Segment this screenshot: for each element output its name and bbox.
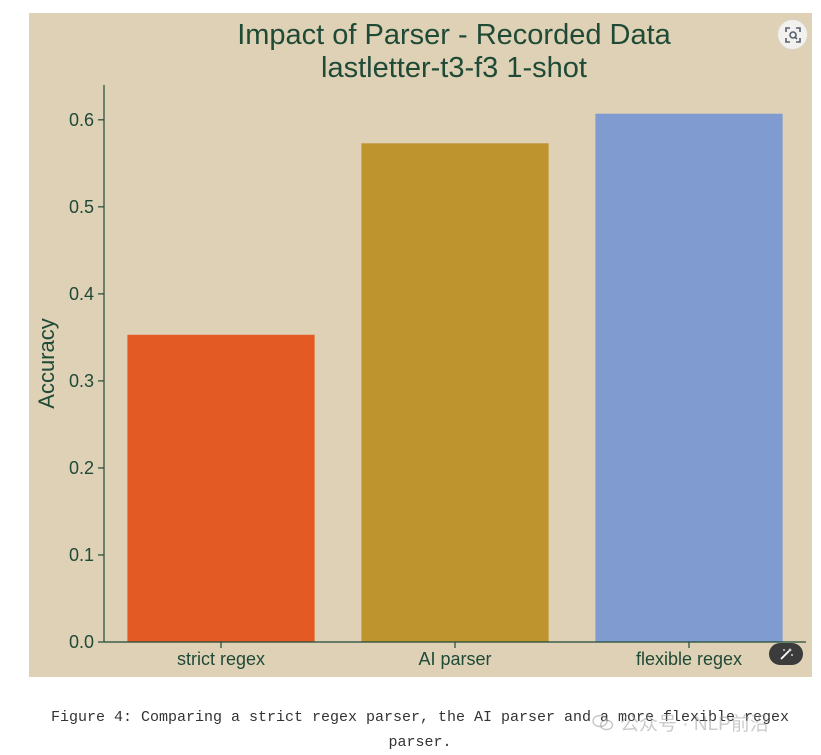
bar-flexible-regex <box>595 113 783 642</box>
chart-title: Impact of Parser - Recorded Data <box>237 19 671 51</box>
y-axis-label: Accuracy <box>34 318 59 408</box>
bar-strict-regex <box>127 334 315 642</box>
bar-chart: Impact of Parser - Recorded Data lastlet… <box>29 13 812 677</box>
chart-subtitle: lastletter-t3-f3 1-shot <box>321 52 587 84</box>
x-tick-label: strict regex <box>177 649 265 669</box>
x-tick-label: flexible regex <box>636 649 742 669</box>
y-tick-label: 0.2 <box>69 458 94 478</box>
x-tick-label: AI parser <box>418 649 491 669</box>
y-tick-label: 0.4 <box>69 284 94 304</box>
chart: Impact of Parser - Recorded Data lastlet… <box>29 13 812 677</box>
y-axis: 0.0 0.1 0.2 0.3 0.4 0.5 0.6 <box>69 85 105 652</box>
bars <box>127 113 783 642</box>
y-tick-label: 0.0 <box>69 632 94 652</box>
magic-edit-button[interactable] <box>769 643 803 665</box>
bar-ai-parser <box>361 143 549 642</box>
figure-caption: Figure 4: Comparing a strict regex parse… <box>50 709 790 751</box>
y-tick-label: 0.6 <box>69 110 94 130</box>
y-tick-label: 0.1 <box>69 545 94 565</box>
x-axis: strict regex AI parser flexible regex <box>104 641 806 669</box>
y-tick-label: 0.5 <box>69 197 94 217</box>
text-scan-icon <box>784 26 801 43</box>
magic-wand-icon <box>780 648 793 660</box>
y-tick-label: 0.3 <box>69 371 94 391</box>
text-scan-button[interactable] <box>777 19 808 50</box>
